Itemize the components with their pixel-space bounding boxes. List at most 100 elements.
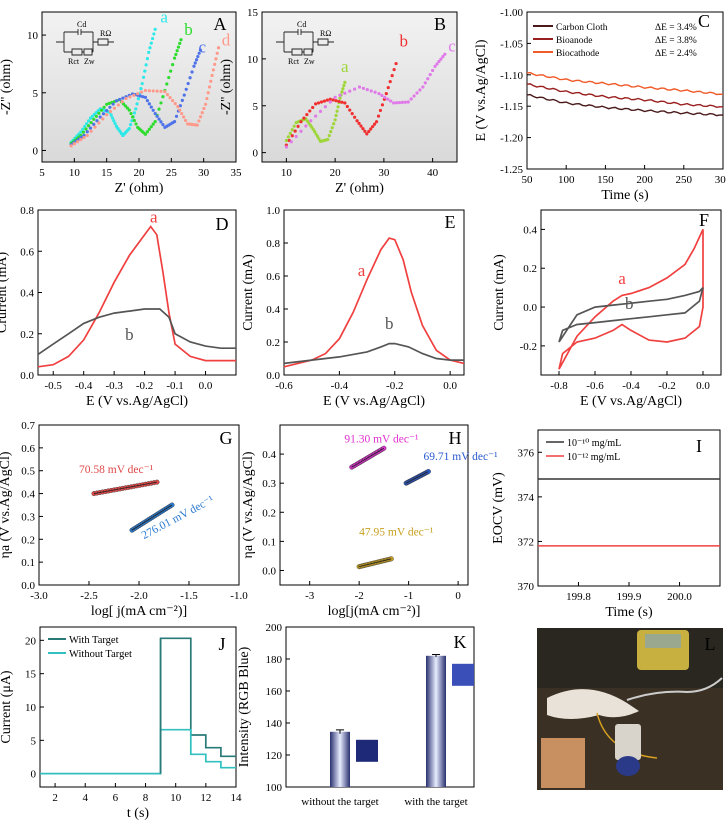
data-point [136,92,140,96]
data-point [169,69,173,73]
data-point [85,133,89,138]
data-point [143,132,148,136]
data-point [309,119,313,123]
x-tick-label: 0.0 [443,380,457,392]
data-point [374,120,379,124]
bar [330,731,350,787]
data-point [89,120,93,125]
y-tick-label: 0.2 [21,534,35,546]
data-point [123,104,128,108]
data-point [98,115,102,119]
data-point [386,85,390,90]
panel-letter-F: F [699,210,709,230]
data-point [338,93,342,97]
panel-J: 2 4 6 8 10 12 14 0 5 10 15 20 t (s) Current (μA) With … [0,626,242,821]
data-point [376,114,381,118]
data-point [343,101,347,105]
data-point [357,85,362,89]
data-point [153,120,157,124]
x-tick-label: 25 [166,167,178,179]
data-point [153,27,157,31]
series-line [37,308,236,356]
series-label: a [358,261,366,280]
data-point [381,445,387,451]
x-tick-label: 200.0 [667,591,692,603]
data-point [317,137,321,141]
y-axis-label: E (V vs.Ag/AgCl) [474,39,489,141]
data-point [192,64,196,68]
data-point [355,119,359,123]
y-tick-label: 0.4 [262,449,276,461]
data-point [329,130,333,134]
x-axis-label: log[j(mA cm⁻²)] [328,604,421,619]
panel-letter-E: E [445,212,456,232]
x-axis-label: Time (s) [601,188,649,203]
panel-C: 50 100 150 200 250 300 -1.00 -1.05 -1.10 -1.15 -1.… [474,7,726,203]
wire [626,677,723,701]
x-tick-label: -1 [404,590,413,602]
data-point [193,61,197,65]
y-tick-label: 10 [27,30,39,42]
data-point [322,99,326,103]
data-point [333,95,337,99]
panel-L-photo [537,628,723,790]
inset-label: Cd [297,20,306,29]
x-axis-label: log[ j(mA cm⁻²)] [91,604,187,619]
data-point [83,124,87,129]
data-point [425,469,431,475]
data-point [412,94,416,98]
data-point [145,57,150,61]
data-point [353,115,357,119]
y-axis-label: Intensity (RGB Blue) [237,646,252,767]
data-point [171,99,175,103]
y-tick-label: 10 [25,702,37,714]
data-point [202,106,206,111]
x-tick-label: 20 [330,167,342,179]
x-tick-label: 2 [52,792,58,804]
data-point [328,100,332,104]
panel-letter-D: D [216,214,229,234]
x-tick-label: 0 [455,590,461,602]
fit-line [131,504,173,531]
data-point [388,79,392,84]
data-point [361,86,365,90]
y-tick-label: -1.00 [500,7,523,19]
legend-delta: ΔE = 3.8% [655,36,697,46]
x-tick-label: -0.2 [386,380,403,392]
data-point [135,102,139,106]
data-point [99,108,104,112]
data-point [143,88,148,93]
data-point [384,91,388,96]
x-axis-label: Z' (ohm) [335,181,384,196]
data-point [211,68,215,72]
data-point [93,125,97,129]
y-tick-label: 0.6 [266,271,280,283]
data-point [132,118,136,123]
data-point [108,105,112,109]
data-point [315,134,320,139]
x-tick-label: 20 [134,167,146,179]
x-tick-label: -0.8 [550,380,568,392]
x-tick-label: -3 [305,590,315,602]
slope-label: 70.58 mV dec⁻¹ [79,464,154,476]
data-point [343,91,347,95]
y-tick-label: 20 [25,635,37,647]
data-point [178,41,182,45]
x-tick-label: -1.5 [180,590,198,602]
x-tick-label: 35 [231,167,243,179]
category-label: with the target [404,796,467,808]
data-point [105,113,109,117]
data-point [380,93,384,98]
y-tick-label: 0.3 [262,478,276,490]
data-point [296,124,300,128]
data-point [198,48,203,52]
data-point [178,108,182,112]
data-point [328,97,332,101]
plot-frame [261,11,458,163]
data-point [313,130,317,134]
data-point [336,105,340,109]
x-tick-label: 10 [281,167,293,179]
data-point [97,111,101,115]
data-point [215,51,219,55]
data-point [311,105,315,110]
